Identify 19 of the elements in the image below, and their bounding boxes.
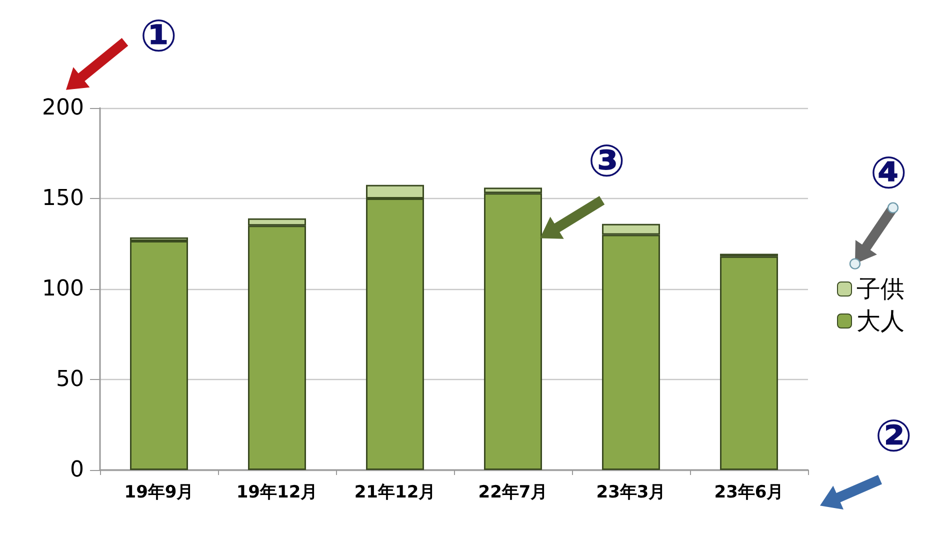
text: ② bbox=[875, 411, 912, 462]
x-tick-label: 19年9月 bbox=[124, 482, 194, 502]
x-tick-label: 19年12月 bbox=[236, 482, 318, 502]
legend-label: 子供 bbox=[856, 275, 904, 303]
y-tick-label: 150 bbox=[42, 186, 84, 211]
legend-label: 大人 bbox=[856, 307, 904, 335]
bar bbox=[130, 241, 188, 470]
x-tick-label: 23年3月 bbox=[596, 482, 666, 502]
y-tick-label: 0 bbox=[70, 458, 84, 482]
y-tick-label: 100 bbox=[42, 276, 84, 302]
x-tick-label: 23年6月 bbox=[714, 482, 784, 502]
annotation: ③ bbox=[588, 136, 626, 187]
text: ① bbox=[140, 11, 178, 62]
x-tick-label: 22年7月 bbox=[478, 482, 548, 502]
text: ④ bbox=[870, 148, 908, 199]
x-tick-label: 21年12月 bbox=[354, 482, 436, 502]
y-tick-label: 50 bbox=[56, 367, 84, 392]
y-tick-label: 200 bbox=[42, 96, 84, 120]
bar bbox=[720, 256, 778, 470]
